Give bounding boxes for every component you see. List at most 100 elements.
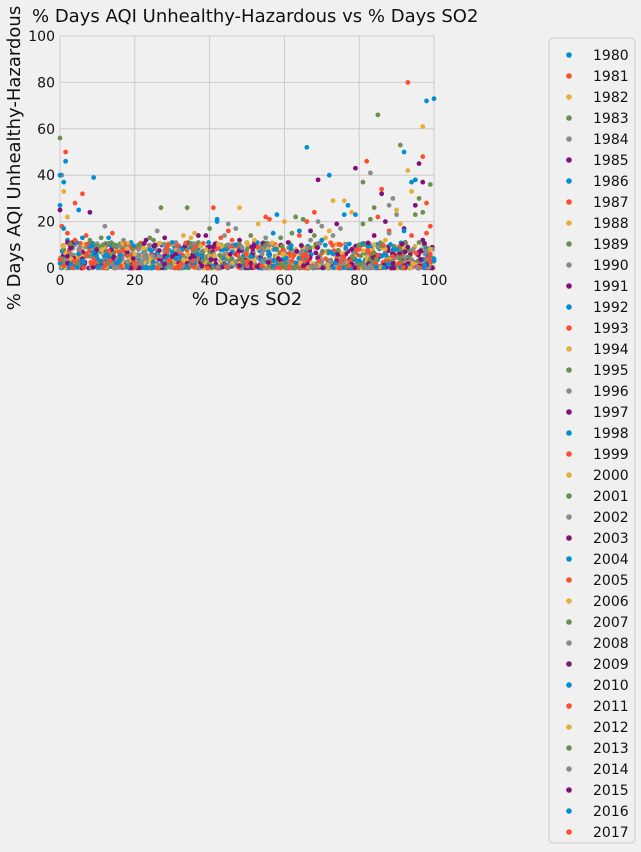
- data-point: [401, 245, 406, 251]
- legend-marker: [566, 703, 572, 709]
- data-point: [362, 265, 368, 270]
- data-point: [308, 237, 313, 243]
- data-point: [87, 248, 92, 254]
- legend-label: 2003: [593, 531, 629, 547]
- data-point: [311, 209, 317, 215]
- data-point: [352, 265, 358, 271]
- data-point: [349, 247, 355, 252]
- data-point: [184, 205, 190, 211]
- legend-label: 1997: [593, 405, 629, 421]
- data-point: [207, 226, 213, 231]
- data-point: [289, 230, 295, 236]
- data-point: [373, 260, 379, 266]
- data-point: [415, 265, 421, 271]
- legend-marker: [566, 766, 572, 772]
- data-point: [255, 221, 261, 227]
- data-point: [364, 158, 370, 164]
- legend-item: 1998: [566, 426, 629, 442]
- data-point: [379, 186, 385, 192]
- data-point: [162, 261, 167, 267]
- data-point: [149, 248, 154, 254]
- data-point: [65, 254, 70, 259]
- data-point: [68, 245, 73, 251]
- legend-label: 1992: [593, 300, 629, 316]
- data-point: [319, 237, 325, 243]
- data-point: [360, 221, 366, 227]
- data-point: [375, 244, 381, 250]
- data-point: [107, 258, 113, 264]
- data-point: [282, 219, 287, 225]
- legend-item: 1995: [566, 363, 629, 379]
- legend-marker: [566, 787, 572, 793]
- data-point: [57, 260, 63, 266]
- legend-marker: [566, 241, 572, 247]
- data-point: [308, 228, 313, 234]
- data-point: [106, 248, 112, 254]
- legend-label: 1988: [593, 216, 629, 232]
- data-point: [225, 228, 231, 234]
- data-point: [420, 237, 426, 243]
- data-point: [401, 228, 407, 234]
- legend-label: 2016: [593, 804, 629, 820]
- data-point: [283, 255, 289, 261]
- data-point: [267, 263, 272, 269]
- legend-label: 1987: [593, 195, 629, 211]
- data-point: [193, 244, 199, 250]
- data-point: [346, 263, 352, 269]
- legend-marker: [566, 661, 572, 667]
- data-point: [416, 161, 422, 167]
- legend-marker: [566, 493, 572, 499]
- data-point: [286, 265, 292, 271]
- data-point: [405, 80, 411, 85]
- data-point: [379, 191, 385, 197]
- legend-label: 2004: [593, 552, 629, 568]
- data-point: [427, 251, 433, 257]
- legend-item: 1983: [566, 111, 629, 127]
- data-point: [91, 260, 97, 266]
- data-point: [345, 202, 351, 208]
- data-point: [361, 248, 367, 254]
- data-point: [181, 257, 186, 263]
- legend-label: 1994: [593, 342, 629, 358]
- legend-marker: [566, 682, 572, 688]
- data-point: [334, 221, 340, 227]
- data-point: [169, 254, 175, 260]
- legend-label: 1996: [593, 384, 629, 400]
- legend-item: 1992: [566, 300, 629, 316]
- data-point: [229, 237, 235, 243]
- data-point: [68, 241, 73, 247]
- legend-label: 2012: [593, 720, 629, 736]
- data-point: [409, 189, 414, 194]
- y-tick-label: 20: [37, 215, 55, 231]
- data-point: [249, 244, 255, 250]
- legend-label: 1981: [593, 69, 629, 85]
- data-point: [375, 112, 381, 118]
- legend-label: 2017: [593, 825, 629, 841]
- data-point: [243, 251, 249, 257]
- data-point: [425, 256, 431, 262]
- data-point: [166, 258, 171, 264]
- data-point: [279, 243, 285, 249]
- legend-label: 2002: [593, 510, 629, 526]
- data-point: [254, 264, 260, 270]
- data-point: [412, 177, 418, 183]
- data-point: [208, 257, 214, 263]
- data-point: [120, 248, 126, 253]
- data-point: [194, 251, 200, 257]
- legend-marker: [566, 619, 572, 625]
- data-point: [263, 235, 269, 241]
- data-point: [90, 264, 96, 270]
- data-point: [416, 196, 422, 201]
- data-point: [326, 228, 332, 234]
- data-point: [412, 212, 418, 218]
- data-point: [296, 228, 302, 234]
- legend-label: 1999: [593, 447, 629, 463]
- data-point: [237, 263, 242, 269]
- data-point: [210, 244, 216, 250]
- data-point: [418, 248, 424, 254]
- data-point: [216, 241, 221, 247]
- data-point: [397, 255, 403, 260]
- plot-area: 0 20 40 60 80 100 0 20 40 60 80 100: [28, 29, 447, 289]
- data-point: [338, 259, 344, 264]
- data-point: [90, 249, 96, 255]
